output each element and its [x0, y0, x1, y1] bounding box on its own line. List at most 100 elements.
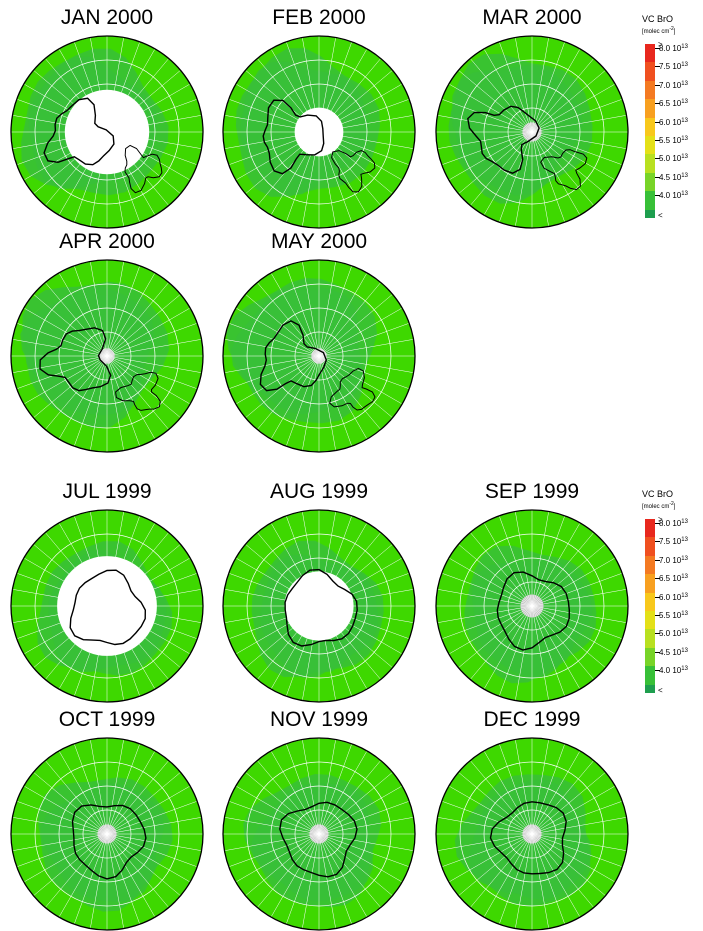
legend-swatch: [645, 555, 655, 575]
legend-unit: [molec cm-2]: [642, 501, 676, 510]
polar-map: [10, 737, 204, 931]
coastline: [279, 801, 358, 878]
legend-tick: [655, 103, 660, 105]
legend-swatch: [645, 136, 655, 155]
coastline: [115, 371, 161, 411]
map-panel-dec-1999: DEC 1999: [430, 706, 634, 931]
legend-tick: [655, 176, 660, 178]
legend-label: 7.0 1013: [659, 80, 688, 90]
map-border: [10, 259, 204, 453]
map-border: [10, 509, 204, 703]
coastline: [329, 367, 376, 411]
legend-tick: [655, 670, 660, 672]
polar-map: [435, 35, 629, 229]
polar-map: [222, 509, 416, 703]
legend-label: 5.5 1013: [659, 136, 688, 145]
polar-map: [10, 509, 204, 703]
map-panel-oct-1999: OCT 1999: [5, 706, 209, 931]
legend-tick: [655, 651, 660, 653]
legend-tick: [655, 615, 660, 616]
legend-swatch: [645, 80, 655, 100]
legend-label: 7.5 1013: [659, 537, 688, 547]
panel-title: OCT 1999: [58, 708, 156, 731]
legend-label: 8.0 1013: [659, 519, 688, 528]
panel-title: JUL 1999: [62, 480, 152, 503]
legend-label: 4.5 1013: [659, 172, 688, 182]
coastline: [259, 320, 328, 392]
panel-title: FEB 2000: [272, 6, 366, 29]
legend-label: 4.0 1013: [659, 191, 688, 201]
legend-title: VC BrO: [642, 489, 674, 499]
legend-label: 6.5 1013: [659, 99, 688, 109]
map-panel-sep-1999: SEP 1999: [430, 478, 634, 703]
legend-label: 5.0 1013: [659, 154, 688, 164]
map-panel-feb-2000: FEB 2000: [217, 4, 421, 229]
bro-contour-8-0: [52, 327, 101, 377]
coastline: [262, 99, 325, 175]
legend-tick: [655, 559, 660, 561]
legend-above-marker: >: [658, 40, 663, 49]
map-panel-jan-2000: JAN 2000: [5, 4, 209, 229]
legend-swatch: [645, 647, 655, 667]
legend-tick: [655, 48, 660, 49]
legend-label: 7.5 1013: [659, 62, 688, 72]
coastline: [43, 97, 115, 166]
legend-swatch: [645, 629, 655, 648]
legend-tick: [655, 523, 660, 524]
map-panel-mar-2000: MAR 2000: [430, 4, 634, 229]
legend-label: 8.0 1013: [659, 44, 688, 53]
legend-label: 5.0 1013: [659, 629, 688, 639]
panel-title: NOV 1999: [269, 708, 369, 731]
coastline: [331, 150, 376, 193]
legend-above-marker: >: [658, 515, 663, 524]
legend-tick: [655, 140, 660, 141]
legend-label: 7.0 1013: [659, 555, 688, 565]
map-panel-may-2000: MAY 2000: [217, 228, 421, 453]
coastline: [467, 105, 540, 174]
legend-label: 4.5 1013: [659, 647, 688, 657]
map-panel-nov-1999: NOV 1999: [217, 706, 421, 931]
map-border: [435, 35, 629, 229]
legend-swatch: [645, 611, 655, 630]
legend-tick: [655, 596, 660, 598]
panel-title: MAR 2000: [482, 6, 582, 29]
coastline: [496, 571, 571, 651]
legend-label: 6.0 1013: [659, 592, 688, 602]
map-panel-apr-2000: APR 2000: [5, 228, 209, 453]
legend-label: 6.5 1013: [659, 574, 688, 584]
legend-tick: [655, 541, 660, 543]
legend-swatch-below: [645, 684, 655, 693]
polar-map: [222, 737, 416, 931]
legend-swatch: [645, 99, 655, 118]
polar-map: [10, 35, 204, 229]
legend-swatch: [645, 117, 655, 136]
coastline: [284, 568, 358, 647]
panel-title: AUG 1999: [269, 480, 369, 503]
legend-north: VC BrO [molec cm-2] >8.0 1013 7.5 1013 7.0…: [642, 14, 703, 220]
coastline: [124, 144, 163, 194]
legend-swatch: [645, 154, 655, 173]
polar-map: [10, 259, 204, 453]
panel-title: JAN 2000: [60, 6, 154, 29]
legend-tick: [655, 578, 660, 580]
coastline: [489, 801, 567, 875]
coastline: [69, 569, 147, 646]
polar-map: [435, 509, 629, 703]
coastline: [540, 149, 588, 191]
legend-tick: [655, 633, 660, 635]
panel-title: MAY 2000: [270, 230, 368, 253]
legend-tick: [655, 66, 660, 68]
polar-map: [435, 737, 629, 931]
legend-swatch: [645, 191, 655, 210]
panel-title: SEP 1999: [484, 480, 580, 503]
legend-below-marker: <: [658, 210, 663, 220]
polar-map: [222, 259, 416, 453]
legend-swatch: [645, 666, 655, 685]
map-panel-aug-1999: AUG 1999: [217, 478, 421, 703]
legend-swatch: [645, 574, 655, 593]
map-border: [222, 259, 416, 453]
legend-swatch: [645, 519, 655, 538]
legend-swatch: [645, 44, 655, 63]
coastline: [39, 327, 112, 392]
legend-tick: [655, 158, 660, 160]
